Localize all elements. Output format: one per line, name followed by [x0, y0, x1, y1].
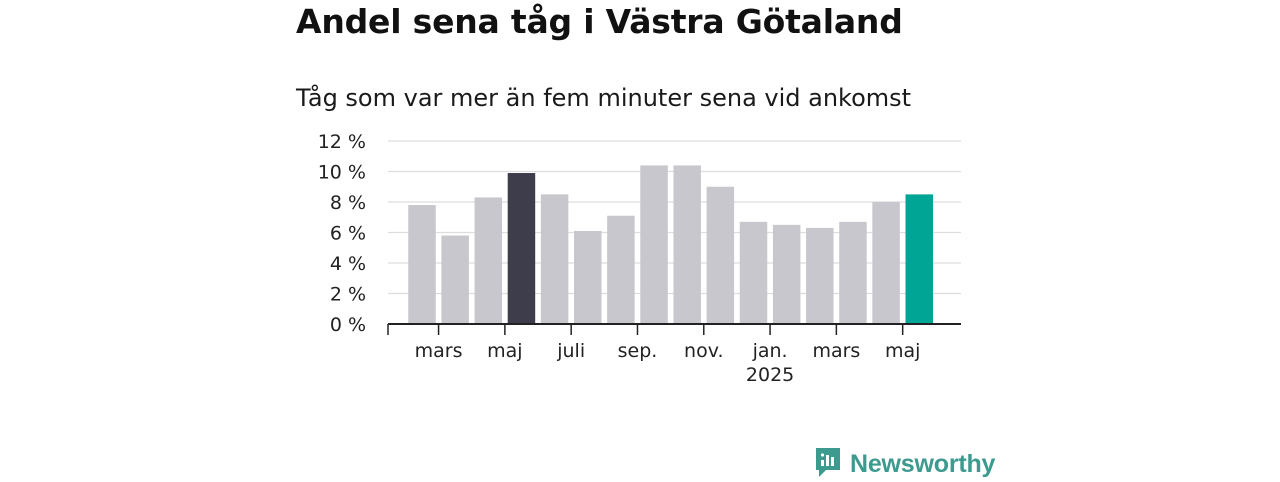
bar-2024-10	[673, 165, 701, 324]
bar-2024-04	[474, 197, 503, 324]
brand-name: Newsworthy	[850, 449, 996, 478]
x-tick-label: mars	[415, 340, 463, 362]
bar-2024-05	[507, 173, 536, 324]
bar-2024-03	[441, 235, 469, 324]
bar-2025-03	[839, 221, 867, 324]
y-tick-label: 6 %	[330, 223, 366, 245]
bar-2025-04	[872, 202, 900, 324]
bar-2024-09	[640, 165, 668, 324]
bar-2024-12	[739, 221, 768, 324]
newsworthy-logo-icon	[814, 446, 842, 482]
chart-subtitle: Tåg som var mer än fem minuter sena vid …	[296, 84, 912, 112]
bar-2024-11	[706, 186, 735, 324]
bar-2024-07	[574, 230, 602, 324]
chart-title: Andel sena tåg i Västra Götaland	[296, 2, 903, 41]
x-tick-year-label: 2025	[746, 364, 794, 386]
x-tick-label: maj	[885, 340, 920, 362]
bar-2024-02	[408, 205, 436, 324]
y-tick-label: 12 %	[318, 131, 366, 153]
bar-2025-01	[772, 224, 801, 324]
x-tick-label: jan.	[752, 340, 788, 362]
bar-2024-08	[607, 215, 635, 324]
x-tick-label: sep.	[618, 340, 658, 362]
x-tick-label: mars	[812, 340, 860, 362]
x-tick-label: juli	[556, 340, 585, 362]
x-axis-labels: mars maj juli sep. nov. jan.2025 mars maj	[415, 340, 921, 386]
x-axis	[387, 323, 961, 335]
bar-2024-06	[540, 194, 569, 324]
x-tick-label: nov.	[684, 340, 723, 362]
y-tick-label: 10 %	[318, 162, 366, 184]
x-tick-label: maj	[487, 340, 522, 362]
y-tick-label: 8 %	[330, 192, 366, 214]
bar-2025-02	[806, 227, 834, 324]
y-tick-label: 2 %	[330, 284, 366, 306]
y-axis-labels: 0 % 2 % 4 % 6 % 8 % 10 % 12 %	[318, 131, 366, 336]
bars	[408, 165, 933, 324]
newsworthy-logo: Newsworthy	[814, 446, 995, 482]
y-tick-label: 0 %	[330, 314, 366, 336]
bar-2025-05	[905, 194, 933, 324]
y-tick-label: 4 %	[330, 253, 366, 275]
